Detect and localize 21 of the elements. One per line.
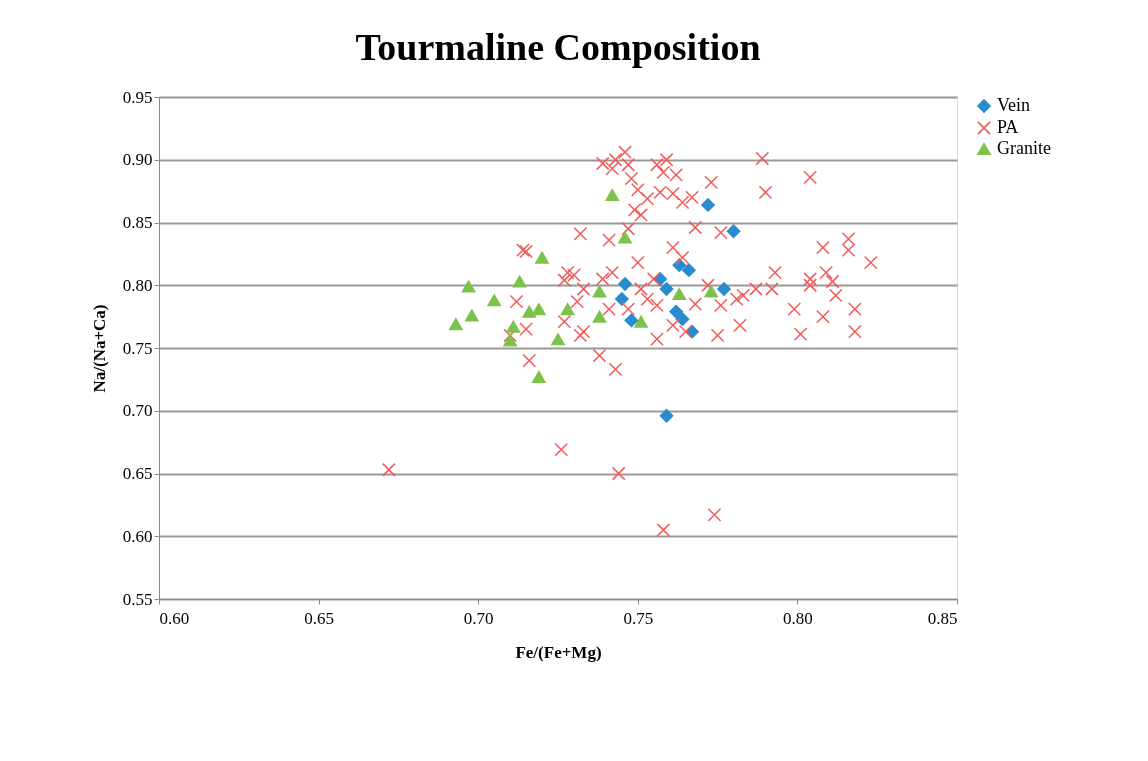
y-tick-label: 0.60 (122, 526, 153, 546)
y-tick-label: 0.90 (122, 150, 153, 170)
legend-label: PA (997, 117, 1019, 137)
y-axis-title: Na/(Na+Ca) (89, 304, 109, 393)
x-tick-label: 0.70 (463, 608, 494, 628)
y-tick-label: 0.80 (122, 275, 153, 295)
x-tick-label: 0.80 (783, 608, 813, 628)
y-tick-label: 0.70 (122, 401, 153, 421)
y-tick-label: 0.85 (122, 213, 153, 232)
y-tick-label: 0.95 (122, 87, 153, 107)
legend-label: Vein (997, 95, 1030, 115)
y-tick-label: 0.55 (122, 589, 153, 609)
y-tick-label: 0.65 (122, 464, 153, 483)
x-tick-label: 0.85 (927, 608, 958, 628)
legend-label: Granite (997, 138, 1051, 158)
x-axis-title: Fe/(Fe+Mg) (515, 642, 602, 662)
x-tick-label: 0.75 (623, 608, 654, 628)
chart-title: Tourmaline Composition (355, 26, 761, 68)
y-tick-label: 0.75 (122, 338, 153, 358)
x-tick-label: 0.60 (159, 608, 190, 628)
x-tick-label: 0.65 (304, 608, 334, 628)
